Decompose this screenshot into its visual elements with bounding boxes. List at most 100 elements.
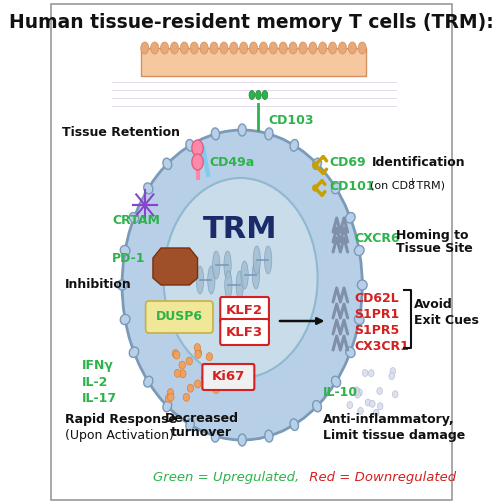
Ellipse shape	[328, 42, 337, 54]
Ellipse shape	[213, 251, 220, 279]
Ellipse shape	[150, 42, 159, 54]
Ellipse shape	[357, 389, 362, 396]
Ellipse shape	[186, 357, 193, 365]
Text: Identification: Identification	[372, 156, 466, 168]
Text: IL-10: IL-10	[323, 387, 359, 400]
Text: Decreased: Decreased	[164, 411, 238, 424]
Ellipse shape	[390, 367, 396, 374]
Ellipse shape	[377, 388, 382, 395]
Ellipse shape	[358, 407, 363, 414]
Ellipse shape	[392, 391, 398, 398]
Ellipse shape	[122, 130, 362, 440]
FancyBboxPatch shape	[146, 301, 213, 333]
Ellipse shape	[269, 42, 277, 54]
Text: CXCR6: CXCR6	[354, 231, 400, 244]
Ellipse shape	[347, 402, 353, 409]
Ellipse shape	[186, 419, 194, 430]
Ellipse shape	[210, 42, 218, 54]
Ellipse shape	[339, 42, 347, 54]
Text: S1PR1: S1PR1	[354, 307, 399, 321]
Ellipse shape	[256, 91, 261, 99]
Ellipse shape	[163, 178, 317, 378]
Text: CD62L: CD62L	[354, 291, 399, 304]
Ellipse shape	[208, 266, 215, 294]
Text: KLF2: KLF2	[226, 303, 263, 317]
Ellipse shape	[355, 245, 364, 256]
Ellipse shape	[180, 370, 186, 378]
Ellipse shape	[201, 374, 208, 382]
Ellipse shape	[175, 369, 181, 377]
Text: (on CD8: (on CD8	[370, 181, 415, 191]
Ellipse shape	[144, 183, 153, 194]
Ellipse shape	[265, 246, 272, 274]
Ellipse shape	[194, 344, 201, 352]
Ellipse shape	[187, 384, 194, 392]
Ellipse shape	[144, 376, 153, 387]
Ellipse shape	[289, 42, 297, 54]
Ellipse shape	[171, 42, 179, 54]
Ellipse shape	[186, 140, 194, 151]
Ellipse shape	[279, 42, 287, 54]
Ellipse shape	[331, 183, 341, 194]
Ellipse shape	[224, 251, 231, 279]
Ellipse shape	[299, 42, 307, 54]
Ellipse shape	[249, 91, 255, 99]
Ellipse shape	[346, 347, 355, 357]
Text: CD103: CD103	[268, 113, 314, 127]
Text: Homing to: Homing to	[396, 228, 469, 241]
Ellipse shape	[357, 280, 367, 290]
Ellipse shape	[160, 42, 169, 54]
Ellipse shape	[249, 42, 258, 54]
Text: KLF3: KLF3	[226, 326, 263, 339]
Text: Exit Cues: Exit Cues	[414, 313, 479, 327]
Text: Limit tissue damage: Limit tissue damage	[323, 429, 466, 443]
Text: Avoid: Avoid	[414, 298, 453, 311]
Ellipse shape	[180, 42, 189, 54]
Text: PD-1: PD-1	[112, 251, 146, 265]
Ellipse shape	[129, 347, 139, 357]
FancyBboxPatch shape	[220, 319, 269, 345]
Ellipse shape	[313, 158, 321, 169]
Text: Ki67: Ki67	[212, 370, 245, 384]
Text: (Upon Activation): (Upon Activation)	[65, 429, 174, 443]
Ellipse shape	[183, 393, 190, 401]
Ellipse shape	[192, 140, 203, 156]
Ellipse shape	[265, 128, 273, 140]
Polygon shape	[153, 248, 198, 285]
Ellipse shape	[265, 430, 273, 442]
Ellipse shape	[260, 42, 268, 54]
Ellipse shape	[373, 409, 379, 416]
Ellipse shape	[163, 158, 172, 169]
Ellipse shape	[313, 162, 317, 168]
Ellipse shape	[117, 280, 127, 290]
Ellipse shape	[239, 42, 247, 54]
Text: CD69: CD69	[330, 156, 366, 168]
Ellipse shape	[220, 42, 228, 54]
Ellipse shape	[355, 314, 364, 325]
Ellipse shape	[238, 434, 246, 446]
Ellipse shape	[195, 380, 201, 388]
Ellipse shape	[163, 401, 172, 412]
Ellipse shape	[129, 213, 139, 223]
Ellipse shape	[195, 349, 202, 357]
Text: CD49a: CD49a	[210, 156, 255, 168]
Ellipse shape	[290, 140, 298, 151]
Text: Tissue Site: Tissue Site	[396, 242, 473, 256]
Text: Green = Upregulated,: Green = Upregulated,	[153, 472, 299, 484]
FancyBboxPatch shape	[51, 4, 452, 500]
Text: IL-17: IL-17	[81, 393, 117, 406]
Ellipse shape	[354, 389, 359, 396]
Ellipse shape	[192, 154, 203, 170]
Ellipse shape	[262, 91, 268, 99]
Ellipse shape	[362, 369, 368, 376]
Ellipse shape	[370, 400, 375, 407]
Ellipse shape	[354, 387, 360, 394]
Ellipse shape	[196, 266, 204, 294]
Text: S1PR5: S1PR5	[354, 324, 399, 337]
Ellipse shape	[174, 351, 180, 359]
Ellipse shape	[211, 128, 219, 140]
Ellipse shape	[172, 350, 179, 357]
Ellipse shape	[190, 42, 198, 54]
Ellipse shape	[200, 42, 208, 54]
Text: TRM: TRM	[203, 216, 278, 244]
